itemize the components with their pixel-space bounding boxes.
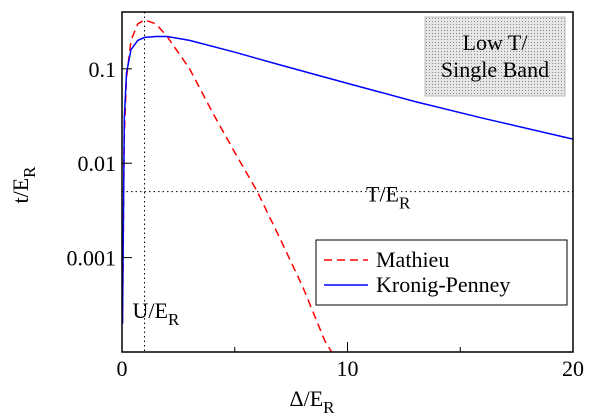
x-tick-label: 10 — [337, 356, 359, 381]
y-axis-label-main: t/E — [8, 178, 33, 204]
y-tick-label: 0.01 — [78, 151, 117, 176]
x-tick-label: 0 — [117, 356, 128, 381]
legend-label: Kronig-Penney — [376, 272, 510, 297]
y-tick-label: 0.1 — [89, 57, 117, 82]
y-axis-label-sub: R — [20, 166, 39, 178]
reference-label-main: U/E — [133, 298, 168, 323]
reference-label-sub: R — [399, 194, 411, 213]
y-tick-label: 0.001 — [67, 246, 117, 271]
x-axis-label: Δ/ER — [289, 386, 335, 417]
x-axis-label-sub: R — [323, 398, 335, 417]
annotation-text: Single Band — [441, 57, 549, 82]
annotation-box — [424, 16, 566, 97]
legend-box — [315, 239, 568, 306]
reference-label-main: T/E — [366, 182, 399, 207]
reference-label: T/ER — [366, 182, 411, 213]
x-axis-label-main: Δ/E — [289, 386, 323, 411]
reference-label-sub: R — [168, 310, 180, 329]
y-axis-label: t/ER — [8, 166, 39, 204]
series-line — [121, 35, 574, 324]
x-tick-label: 20 — [562, 356, 584, 381]
reference-label: U/ER — [133, 298, 180, 329]
annotation-text: Low T/ — [463, 30, 529, 55]
legend-label: Mathieu — [376, 247, 449, 272]
